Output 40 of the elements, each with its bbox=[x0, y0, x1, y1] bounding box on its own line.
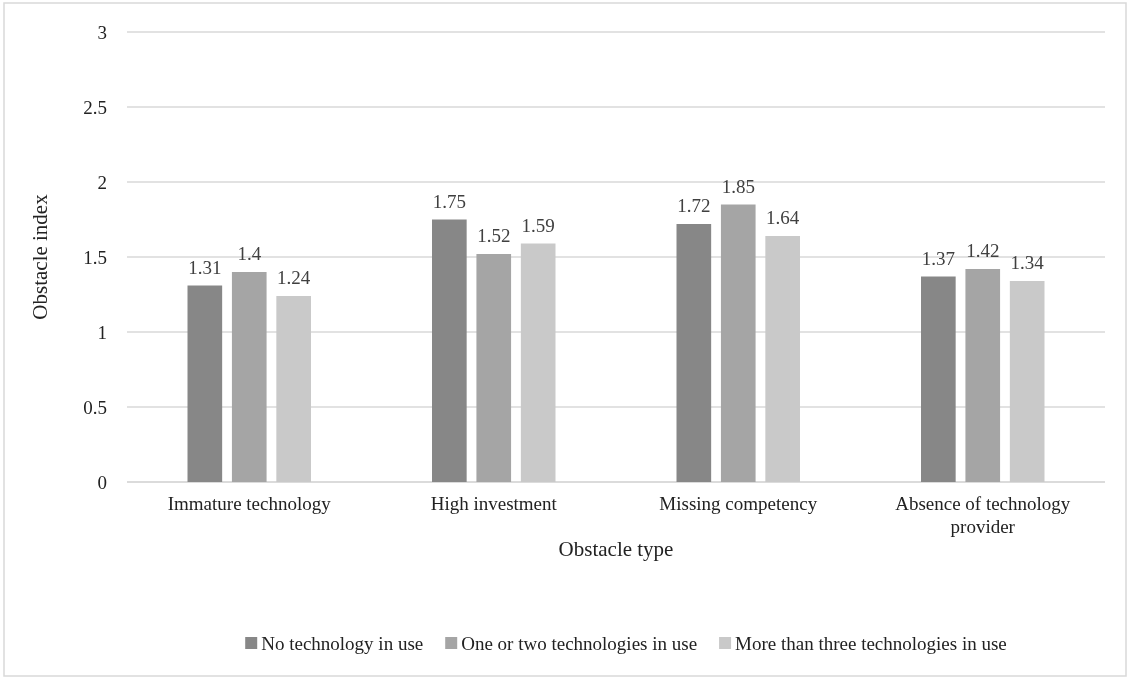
y-tick-label: 2.5 bbox=[83, 96, 107, 118]
bar bbox=[765, 236, 800, 482]
y-tick-label: 3 bbox=[97, 21, 107, 43]
bar bbox=[1009, 281, 1045, 482]
y-tick-label: 0.5 bbox=[83, 396, 107, 418]
data-label: 1.75 bbox=[432, 190, 466, 212]
bar bbox=[231, 272, 267, 482]
y-tick-label: 0 bbox=[97, 471, 107, 493]
data-label: 1.42 bbox=[966, 240, 1000, 261]
data-label: 1.72 bbox=[677, 195, 711, 216]
x-axis-title: Obstacle type bbox=[558, 537, 674, 561]
bar bbox=[720, 204, 756, 482]
y-tick-label: 1 bbox=[97, 321, 107, 343]
bar bbox=[921, 276, 956, 482]
data-label: 1.59 bbox=[521, 214, 555, 236]
data-label: 1.34 bbox=[1010, 252, 1045, 273]
bar bbox=[432, 219, 467, 482]
bar bbox=[187, 285, 223, 482]
bar bbox=[276, 296, 311, 482]
data-label: 1.24 bbox=[277, 267, 311, 288]
bar bbox=[520, 243, 556, 482]
data-label: 1.52 bbox=[477, 225, 511, 246]
legend-label: One or two technologies in use bbox=[461, 632, 698, 654]
x-tick-label: Absence of technology provider bbox=[895, 493, 1071, 537]
data-label: 1.37 bbox=[921, 247, 955, 269]
x-tick-label: Missing competency bbox=[659, 493, 818, 514]
x-tick-label: Immature technology bbox=[167, 493, 332, 514]
legend-label: No technology in use bbox=[261, 632, 424, 654]
data-label: 1.31 bbox=[188, 256, 222, 278]
bar bbox=[965, 269, 1001, 482]
bar bbox=[676, 224, 712, 482]
data-label: 1.85 bbox=[721, 175, 755, 197]
y-tick-label: 1.5 bbox=[83, 246, 107, 268]
legend-label: More than three technologies in use bbox=[735, 632, 1007, 654]
y-axis-title: Obstacle index bbox=[28, 193, 52, 320]
data-label: 1.4 bbox=[237, 243, 262, 264]
y-tick-label: 2 bbox=[97, 171, 107, 193]
bar bbox=[476, 254, 512, 482]
data-label: 1.64 bbox=[766, 207, 800, 228]
x-tick-label: High investment bbox=[430, 493, 558, 514]
